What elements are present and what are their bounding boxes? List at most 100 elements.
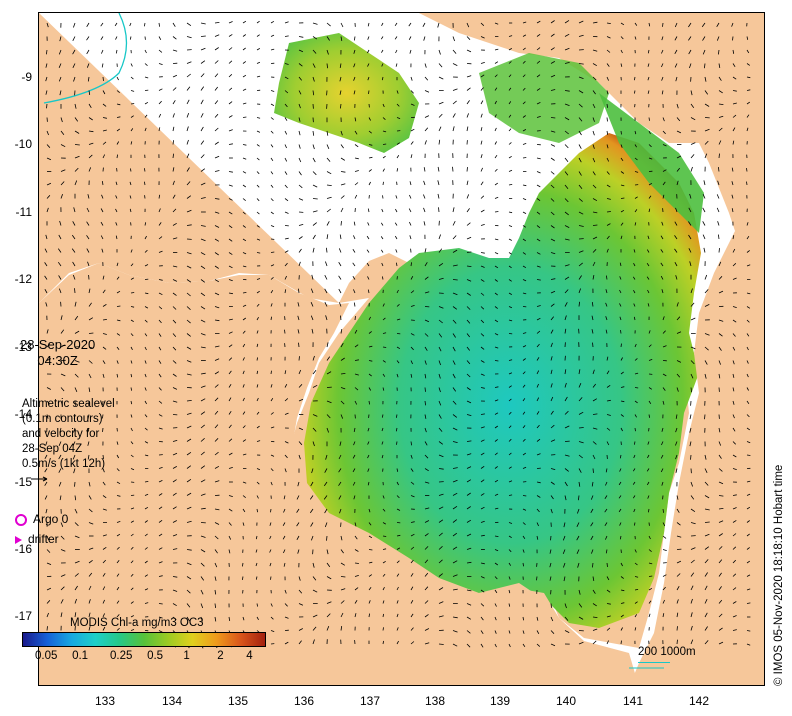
velocity-arrow [606,184,611,188]
velocity-arrow [410,360,413,365]
velocity-arrow [256,238,261,241]
velocity-arrow [242,88,247,91]
velocity-arrow [620,22,625,26]
velocity-arrow [716,194,720,199]
velocity-arrow [200,252,206,256]
velocity-arrow [73,468,76,474]
velocity-arrow [619,316,622,321]
velocity-arrow [242,425,246,429]
velocity-arrow [396,318,401,321]
velocity-arrow [605,316,608,321]
velocity-arrow [550,439,556,442]
velocity-arrow [172,208,177,213]
velocity-arrow [284,616,289,619]
velocity-arrow [172,113,175,118]
velocity-arrow [605,468,608,473]
velocity-arrow [591,315,594,321]
velocity-arrow [452,441,458,443]
velocity-arrow [536,184,541,188]
velocity-arrow [367,468,370,472]
velocity-arrow [704,333,710,336]
velocity-arrow [522,101,526,105]
velocity-arrow [702,49,706,55]
velocity-arrow [618,508,622,513]
velocity-arrow [620,589,625,592]
velocity-arrow [228,47,233,51]
velocity-arrow [690,90,693,96]
velocity-arrow [74,330,80,334]
velocity-arrow [662,535,667,539]
velocity-arrow [45,302,48,307]
velocity-arrow [634,372,639,375]
velocity-arrow [324,522,328,528]
velocity-arrow [494,507,499,510]
velocity-arrow [282,535,286,540]
velocity-arrow [130,629,135,631]
velocity-arrow [88,360,93,364]
velocity-arrow [550,61,555,64]
velocity-arrow [284,468,287,473]
velocity-arrow [242,34,247,37]
velocity-arrow [424,319,430,323]
lat-label: -9 [21,70,32,84]
velocity-arrow [228,508,233,512]
velocity-arrow [60,574,66,577]
velocity-arrow [200,398,206,402]
velocity-arrow [592,369,595,375]
lon-label: 140 [555,694,577,708]
velocity-arrow [368,156,373,159]
velocity-arrow [186,373,192,376]
velocity-arrow [690,317,696,321]
velocity-arrow [480,154,483,159]
velocity-arrow [732,587,737,591]
velocity-arrow [564,171,569,176]
velocity-arrow [592,198,598,202]
velocity-arrow [46,612,49,618]
velocity-arrow [619,303,622,307]
velocity-arrow [46,195,51,199]
velocity-arrow [102,154,106,159]
velocity-arrow [410,154,413,159]
velocity-arrow [116,128,121,132]
velocity-arrow [242,144,247,146]
velocity-arrow [662,387,666,391]
velocity-arrow [634,90,636,94]
velocity-arrow [718,559,723,564]
velocity-arrow [242,238,247,242]
velocity-arrow [297,315,300,321]
velocity-arrow [172,534,178,537]
velocity-arrow [130,400,133,405]
velocity-arrow [368,522,372,526]
velocity-arrow [87,414,90,419]
velocity-arrow [452,532,458,537]
velocity-arrow [270,48,275,51]
velocity-arrow [410,262,412,267]
velocity-arrow [353,302,356,307]
velocity-arrow [270,576,272,580]
velocity-arrow [354,387,359,391]
velocity-arrow [158,467,163,469]
velocity-arrow [522,562,524,567]
velocity-arrow [130,441,134,445]
velocity-arrow [312,614,318,618]
velocity-arrow [675,76,678,82]
velocity-arrow [662,508,664,513]
velocity-arrow [270,276,274,280]
velocity-arrow [101,181,104,186]
velocity-arrow [604,508,608,513]
velocity-arrow [45,76,48,82]
velocity-arrow [480,319,485,324]
velocity-arrow [340,183,346,186]
velocity-arrow [144,292,149,295]
velocity-arrow [578,262,583,267]
velocity-arrow [394,22,398,27]
velocity-arrow [354,157,359,160]
velocity-arrow [732,306,737,308]
velocity-arrow [311,328,314,334]
velocity-arrow [144,602,149,604]
velocity-arrow [466,222,471,226]
velocity-arrow [368,373,372,377]
velocity-arrow [522,452,527,456]
velocity-arrow [283,549,286,554]
velocity-arrow [578,34,584,37]
